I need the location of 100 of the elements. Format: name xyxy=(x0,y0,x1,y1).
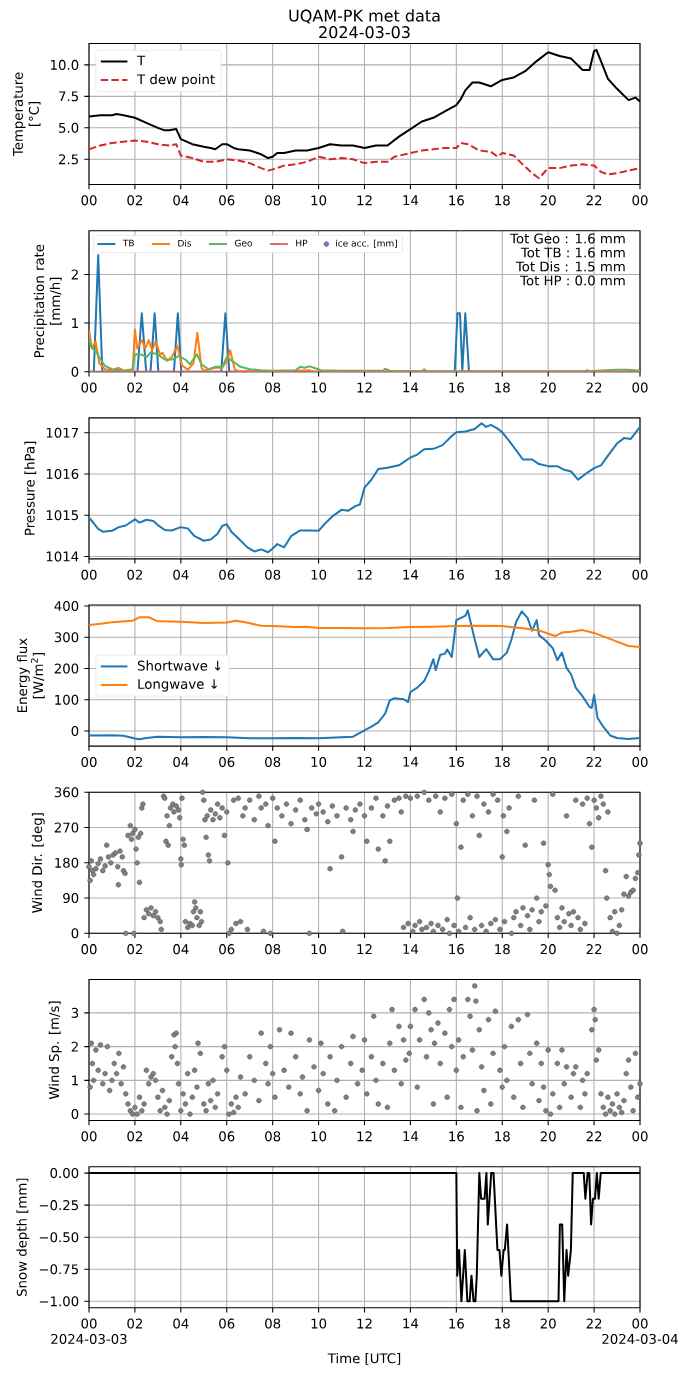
x-tick-label: 04 xyxy=(173,382,189,393)
x-tick-label: 00 xyxy=(632,1131,648,1142)
x-tick-label: 06 xyxy=(219,944,235,955)
x-tick-label: 06 xyxy=(219,756,235,767)
x-tick-label: 04 xyxy=(173,1131,189,1142)
x-tick-label: 22 xyxy=(586,1318,602,1329)
x-tick-label: 20 xyxy=(540,756,556,767)
x-tick-label: 14 xyxy=(403,195,419,206)
x-tick-label: 08 xyxy=(265,195,281,206)
x-tick-label: 16 xyxy=(449,195,464,206)
y-tick-label: 1017 xyxy=(46,427,79,438)
x-tick-label: 06 xyxy=(219,569,235,580)
x-tick-label: 10 xyxy=(311,756,327,767)
x-tick-label: 02 xyxy=(127,944,143,955)
x-tick-label: 22 xyxy=(586,944,602,954)
x-tick-label: 00 xyxy=(632,756,648,767)
x-tick-label: 00 xyxy=(81,1318,97,1329)
x-tick-label: 20 xyxy=(540,382,556,393)
x-tick-label: 18 xyxy=(495,756,510,767)
x-tick-label: 20 xyxy=(540,195,556,206)
y-axis-title: Energy flux [W/m$^{2}$] xyxy=(16,638,45,713)
x-tick-label: 12 xyxy=(357,382,372,393)
x-tick-label: 20 xyxy=(540,1318,556,1329)
y-tick-label: 270 xyxy=(54,822,79,833)
y-tick-label: 0 xyxy=(71,366,79,377)
x-tick-label: 02 xyxy=(127,1131,143,1142)
y-tick-label: 0.00 xyxy=(50,1168,79,1179)
x-tick-label: 18 xyxy=(495,382,510,393)
x-tick-label: 02 xyxy=(127,1318,143,1329)
x-tick-label: 08 xyxy=(265,1318,281,1329)
legend-label: ice acc. [mm] xyxy=(336,239,397,248)
x-tick-label: 04 xyxy=(173,195,189,206)
y-axis-title: Snow depth [mm] xyxy=(16,1178,30,1296)
x-tick-label: 06 xyxy=(219,382,235,393)
y-axis-title: Wind Dir. [deg] xyxy=(31,813,45,913)
text: 2024-03-04 xyxy=(602,1333,678,1344)
y-tick-label: 100 xyxy=(55,694,79,705)
y-tick-label: 300 xyxy=(54,632,79,643)
y-tick-label: 1 xyxy=(72,318,78,328)
legend-label: TB xyxy=(122,239,134,247)
x-tick-label: 18 xyxy=(495,1318,510,1329)
y-tick-label: 180 xyxy=(55,857,79,868)
x-tick-label: 02 xyxy=(127,569,143,580)
y-axis-title: Pressure [hPa] xyxy=(24,441,37,535)
x-tick-label: 22 xyxy=(586,1131,602,1142)
y-axis-title: Wind Sp. [m/s] xyxy=(48,1001,62,1100)
x-tick-label: 16 xyxy=(449,756,464,767)
x-tick-label: 18 xyxy=(495,569,510,580)
legend-label: T xyxy=(137,55,146,66)
x-tick-label: 04 xyxy=(173,1318,189,1329)
x-tick-label: 10 xyxy=(311,382,327,393)
x-tick-label: 16 xyxy=(449,1318,464,1329)
x-tick-label: 02 xyxy=(127,756,143,767)
x-tick-label: 04 xyxy=(173,569,189,580)
x-tick-label: 00 xyxy=(632,944,648,955)
x-tick-label: 00 xyxy=(632,382,648,393)
x-tick-label: 08 xyxy=(265,382,281,393)
x-tick-label: 00 xyxy=(81,1131,97,1142)
x-tick-label: 12 xyxy=(357,1318,372,1329)
x-tick-label: 10 xyxy=(311,944,327,955)
x-axis-title: Time [UTC] xyxy=(327,1352,401,1365)
x-tick-label: 10 xyxy=(311,1131,327,1142)
x-tick-label: 12 xyxy=(357,756,372,767)
x-tick-label: 04 xyxy=(173,944,189,955)
legend-label: Dis xyxy=(178,239,192,247)
x-tick-label: 08 xyxy=(265,1131,281,1142)
x-tick-label: 14 xyxy=(403,944,419,954)
y-axis-title: Precipitation rate [mm/h] xyxy=(33,244,62,358)
annotation: Tot Dis : 1.5 mm xyxy=(515,261,625,272)
y-tick-label: 0 xyxy=(71,928,79,939)
x-tick-label: 18 xyxy=(495,1131,510,1142)
x-tick-label: 06 xyxy=(219,1131,235,1142)
annotation: Tot Geo : 1.6 mm xyxy=(510,233,625,244)
legend-label: Shortwave ↓ xyxy=(137,660,221,671)
x-tick-label: 18 xyxy=(495,195,510,206)
x-tick-label: 16 xyxy=(449,569,464,580)
legend-label: HP xyxy=(296,239,308,247)
x-tick-label: 02 xyxy=(127,195,143,206)
x-tick-label: 14 xyxy=(403,382,419,393)
x-tick-label: 12 xyxy=(357,195,372,206)
y-axis-title: Temperature [°C] xyxy=(13,72,41,157)
x-tick-label: 00 xyxy=(81,944,97,955)
x-tick-label: 10 xyxy=(311,195,327,206)
x-tick-label: 00 xyxy=(632,1318,648,1329)
y-tick-label: 200 xyxy=(54,663,79,674)
x-tick-label: 16 xyxy=(449,944,464,955)
y-tick-label: 1 xyxy=(72,1075,78,1086)
y-tick-label: 7.5 xyxy=(59,91,78,102)
x-tick-label: 12 xyxy=(357,944,372,954)
x-tick-label: 20 xyxy=(540,944,556,955)
y-tick-label: −1.00 xyxy=(39,1296,79,1307)
x-tick-label: 22 xyxy=(586,756,602,767)
x-tick-label: 08 xyxy=(265,569,281,580)
y-tick-label: 3 xyxy=(71,1007,79,1018)
x-tick-label: 00 xyxy=(632,569,648,580)
x-tick-label: 12 xyxy=(357,569,372,580)
x-tick-label: 16 xyxy=(449,382,464,393)
y-tick-label: −0.25 xyxy=(39,1200,78,1211)
chart-title: UQAM-PK met data xyxy=(289,9,440,24)
x-tick-label: 10 xyxy=(311,1318,327,1329)
